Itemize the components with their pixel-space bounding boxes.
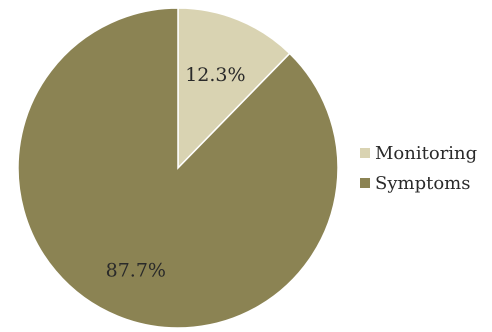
legend-swatch-monitoring (360, 148, 370, 158)
pie-slice-symptoms (17, 7, 339, 329)
pie-slices (17, 7, 339, 329)
legend-swatch-symptoms (360, 178, 370, 188)
legend: Monitoring Symptoms (360, 143, 477, 194)
slice-labels: 12.3% 87.7% (106, 64, 246, 282)
pie-slice-monitoring (177, 7, 291, 170)
slice-label-symptoms: 87.7% (106, 260, 166, 282)
legend-label-symptoms: Symptoms (375, 173, 470, 194)
legend-label-monitoring: Monitoring (375, 143, 477, 164)
slice-label-monitoring: 12.3% (185, 64, 245, 86)
